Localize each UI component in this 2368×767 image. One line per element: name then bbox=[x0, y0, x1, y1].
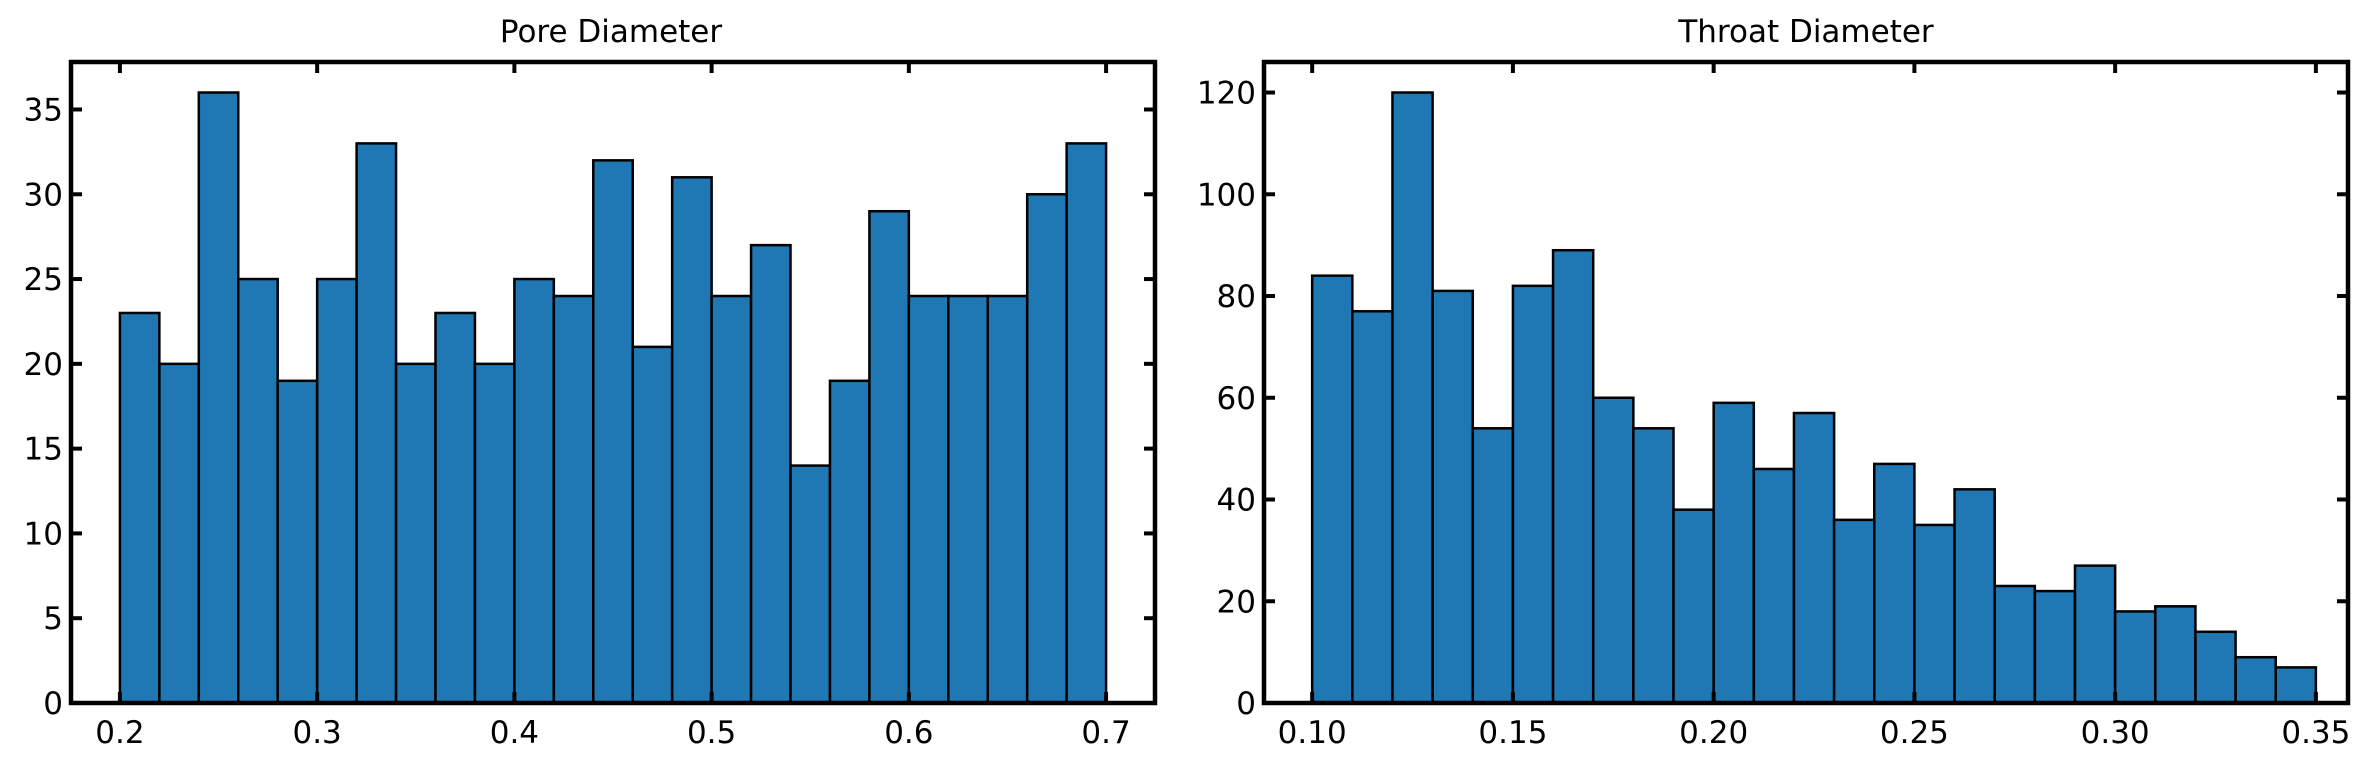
pore-diameter-y-tick-label: 20 bbox=[24, 347, 63, 383]
pore-diameter-x-tick-label: 0.4 bbox=[490, 715, 539, 751]
throat-diameter-bar bbox=[1752, 467, 1796, 705]
pore-diameter-bar bbox=[947, 294, 989, 705]
throat-diameter-x-tick-label: 0.20 bbox=[1679, 715, 1748, 751]
pore-diameter-y-tick-label: 0 bbox=[43, 686, 63, 722]
throat-diameter-bar bbox=[1913, 523, 1956, 705]
throat-diameter-y-tick-label: 120 bbox=[1197, 76, 1256, 112]
pore-diameter-axes-frame bbox=[68, 59, 1158, 706]
throat-diameter-x-tick-label: 0.35 bbox=[2281, 715, 2350, 751]
pore-diameter-bar bbox=[1025, 193, 1068, 705]
pore-diameter-x-tick-label: 0.7 bbox=[1081, 715, 1130, 751]
throat-diameter-bar bbox=[1471, 427, 1515, 705]
pore-diameter-bar bbox=[592, 159, 634, 705]
throat-diameter-bar bbox=[2113, 610, 2157, 705]
throat-diameter-y-tick-label: 100 bbox=[1197, 177, 1256, 213]
throat-diameter-bar bbox=[1993, 584, 2037, 705]
pore-diameter-bar bbox=[710, 294, 753, 705]
throat-diameter-y-tick-label: 0 bbox=[1236, 686, 1256, 722]
pore-diameter-x-tick-label: 0.6 bbox=[884, 715, 933, 751]
throat-diameter-bar bbox=[2274, 666, 2318, 705]
throat-diameter-x-tick-label: 0.10 bbox=[1278, 715, 1347, 751]
pore-diameter-x-tick-label: 0.5 bbox=[687, 715, 736, 751]
pore-diameter-bar bbox=[828, 379, 871, 705]
pore-diameter-bar bbox=[552, 294, 595, 705]
throat-diameter-bar bbox=[1310, 274, 1354, 705]
pore-diameter-y-tick-label: 10 bbox=[24, 516, 63, 552]
pore-diameter-bar bbox=[986, 294, 1029, 705]
pore-diameter-bar bbox=[473, 362, 516, 705]
pore-diameter-y-tick-label: 15 bbox=[24, 432, 63, 468]
pore-diameter-bar bbox=[394, 362, 437, 705]
throat-diameter-bar bbox=[1431, 289, 1475, 705]
pore-diameter-y-tick-label: 30 bbox=[24, 177, 63, 213]
throat-diameter-bar bbox=[1712, 401, 1756, 705]
throat-diameter-x-tick-label: 0.25 bbox=[1880, 715, 1949, 751]
throat-diameter-x-tick-label: 0.30 bbox=[2081, 715, 2150, 751]
pore-diameter-title: Pore Diameter bbox=[500, 14, 723, 50]
throat-diameter-bar bbox=[1792, 411, 1836, 705]
throat-diameter-axes-frame bbox=[1261, 59, 2351, 706]
throat-diameter-panel: Throat Diameter 0.10 0.15 0.20 0.25 0.30 0.35… bbox=[1197, 14, 2351, 751]
throat-diameter-bar bbox=[1551, 248, 1595, 705]
throat-diameter-x-tick-label: 0.15 bbox=[1478, 715, 1547, 751]
pore-diameter-bar bbox=[315, 277, 358, 705]
throat-diameter-bar bbox=[2073, 564, 2117, 705]
throat-diameter-y-tick-label: 40 bbox=[1217, 483, 1256, 519]
throat-diameter-y-tick-label: 20 bbox=[1217, 584, 1256, 620]
pore-diameter-bar bbox=[868, 209, 911, 705]
pore-diameter-bar bbox=[197, 91, 240, 705]
throat-diameter-bar bbox=[2154, 605, 2197, 705]
throat-diameter-bar bbox=[1873, 462, 1916, 705]
throat-diameter-bar bbox=[1953, 488, 1996, 705]
pore-diameter-x-tick-label: 0.2 bbox=[95, 715, 144, 751]
pore-diameter-bars bbox=[118, 91, 1108, 705]
throat-diameter-bar bbox=[1832, 518, 1876, 705]
throat-diameter-bar bbox=[1591, 396, 1635, 705]
pore-diameter-bar bbox=[907, 294, 950, 705]
throat-diameter-y-tick-label: 60 bbox=[1217, 381, 1256, 417]
pore-diameter-bar bbox=[237, 277, 279, 705]
pore-diameter-bar bbox=[118, 311, 161, 705]
throat-diameter-bars bbox=[1310, 91, 2318, 705]
pore-diameter-bar bbox=[355, 142, 398, 705]
throat-diameter-bar bbox=[1632, 427, 1675, 705]
throat-diameter-bar bbox=[1351, 310, 1394, 705]
pore-diameter-bar bbox=[276, 379, 319, 705]
pore-diameter-bar bbox=[434, 311, 477, 705]
pore-diameter-bar bbox=[789, 464, 832, 705]
throat-diameter-bar bbox=[1672, 508, 1715, 705]
throat-diameter-bar bbox=[2234, 655, 2277, 705]
pore-diameter-panel: Pore Diameter 0.2 0.3 0.4 0.5 0.6 0.7 0 5 10 15 20… bbox=[24, 14, 1158, 751]
pore-diameter-bar bbox=[1065, 142, 1108, 705]
throat-diameter-ticks: 0.10 0.15 0.20 0.25 0.30 0.35 0 20 40 60 80 100 120 bbox=[1197, 62, 2350, 751]
pore-diameter-bar bbox=[158, 362, 201, 705]
pore-diameter-x-tick-label: 0.3 bbox=[292, 715, 341, 751]
pore-diameter-bar bbox=[513, 277, 556, 705]
pore-diameter-bar bbox=[749, 243, 792, 705]
pore-diameter-bar bbox=[670, 176, 713, 705]
throat-diameter-bar bbox=[2194, 630, 2237, 705]
throat-diameter-bar bbox=[2033, 589, 2077, 705]
throat-diameter-y-tick-label: 80 bbox=[1217, 279, 1256, 315]
pore-diameter-y-tick-label: 35 bbox=[24, 92, 63, 128]
pore-diameter-bar bbox=[631, 345, 674, 705]
throat-diameter-title: Throat Diameter bbox=[1677, 14, 1934, 50]
throat-diameter-bar bbox=[1391, 91, 1434, 705]
pore-diameter-y-tick-label: 5 bbox=[43, 601, 63, 637]
pore-diameter-y-tick-label: 25 bbox=[24, 262, 63, 298]
throat-diameter-bar bbox=[1511, 284, 1555, 705]
